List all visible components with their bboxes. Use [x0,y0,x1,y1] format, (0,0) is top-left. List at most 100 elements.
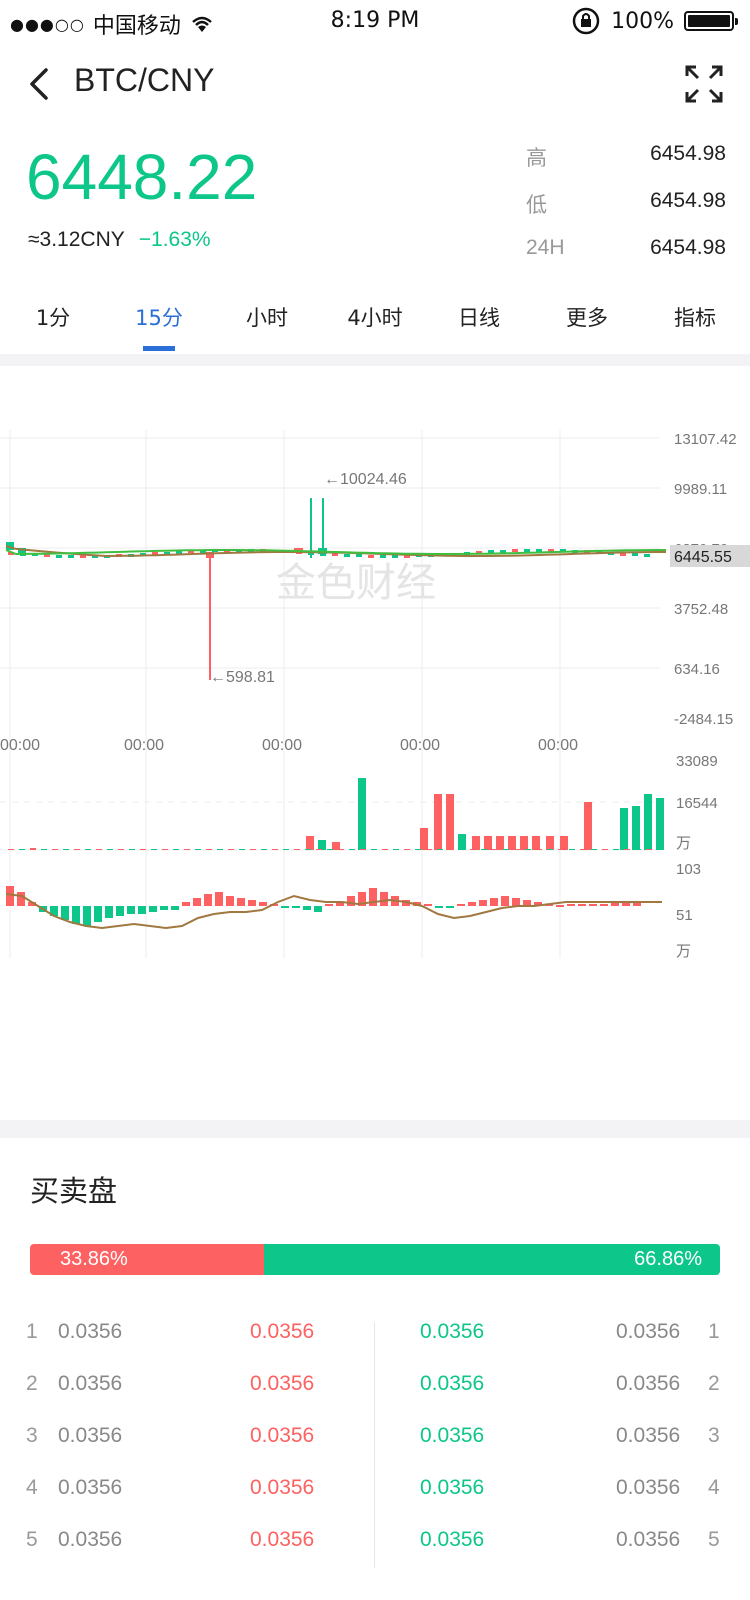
time-axis-label: 00:00 [400,737,440,754]
volume-bar [448,849,454,850]
volume-bar [569,849,575,850]
current-price-tag-bg [670,545,750,567]
volume-bar [560,836,568,850]
macd-bar [83,906,91,926]
macd-bar [204,894,212,906]
volume-bar [358,778,366,850]
stats-panel: 高 6454.98 低 6454.98 24H 6454.98 [526,142,726,283]
tab-1min[interactable]: 1分 [35,306,71,330]
volume-bar [206,849,212,850]
macd-bar [446,906,454,908]
macd-bar [226,896,234,906]
kline-chart[interactable]: 金色财经 13107.429989.116870.793752.48634.16… [0,366,750,1120]
volume-bar [228,849,234,850]
candle [6,542,14,550]
macd-bar [468,902,476,906]
tab-more[interactable]: 更多 [566,306,608,330]
volume-bar [151,849,157,850]
volume-bar [635,849,641,850]
order-book-title: 买卖盘 [30,1174,118,1208]
volume-bar [496,836,504,850]
volume-bar [459,849,465,850]
ask-quantity: 0.0356 [616,1372,681,1395]
battery-percent: 100% [611,8,674,34]
tab-4hour[interactable]: 4小时 [347,306,403,330]
macd-bar [523,900,531,906]
candle [404,555,410,558]
candle [512,549,518,552]
macd-bar [50,906,58,916]
bid-price: 0.0356 [250,1424,315,1447]
order-book-row: 5 0.0356 0.0356 0.0356 0.0356 5 [0,1524,750,1564]
macd-bar [6,886,14,906]
volume-bar [30,849,36,850]
sell-ratio: 66.86% [263,1244,720,1275]
macd-bar [61,906,69,920]
candle [332,553,338,556]
macd-bar [138,906,146,914]
macd-bar [292,906,300,908]
volume-bar [318,840,326,850]
tab-15min[interactable]: 15分 [135,306,183,330]
volume-bar [584,802,592,850]
tab-hour[interactable]: 小时 [246,306,288,330]
macd-bar [281,906,289,908]
macd-axis-label: 51 [676,907,693,924]
page-title: BTC/CNY [74,62,215,98]
macd-bar [534,902,542,906]
price-axis-label: -2484.15 [674,711,733,728]
volume-bar [520,836,528,850]
volume-bar [620,808,628,850]
volume-bar [327,849,333,850]
volume-bar [458,834,466,850]
macd-bar [501,896,509,906]
volume-bar [656,798,664,850]
back-arrow-icon[interactable] [22,64,62,104]
macd-bar [633,903,641,906]
stat-label: 高 [526,147,547,170]
volume-bar [472,836,480,850]
buy-ratio: 33.86% [30,1244,264,1275]
tab-daily[interactable]: 日线 [458,306,500,330]
bid-quantity: 0.0356 [58,1320,123,1343]
bid-quantity: 0.0356 [58,1476,123,1499]
volume-bar [437,849,443,850]
macd-bar [589,904,597,906]
macd-bar [237,898,245,906]
bid-quantity: 0.0356 [58,1372,123,1395]
row-index-left: 5 [26,1528,38,1551]
macd-bar [479,900,487,906]
ask-price: 0.0356 [420,1372,485,1395]
volume-axis-label: 万 [676,835,691,852]
volume-bar [316,849,322,850]
volume-bar [184,849,190,850]
volume-bar [514,849,520,850]
macd-bar [358,892,366,906]
volume-bar [63,849,69,850]
volume-bar [41,849,47,850]
row-index-left: 1 [26,1320,38,1343]
macd-bar [369,888,377,906]
order-book-row: 3 0.0356 0.0356 0.0356 0.0356 3 [0,1420,750,1460]
tab-indicators[interactable]: 指标 [674,306,716,330]
macd-bar [94,906,102,922]
bid-price: 0.0356 [250,1320,315,1343]
fullscreen-icon[interactable] [684,64,724,104]
macd-bar [160,906,168,910]
volume-bar [140,849,146,850]
volume-axis-label: 16544 [676,795,718,812]
candle [80,555,86,558]
volume-bar [250,849,256,850]
max-price-marker: ←10024.46 [324,471,407,488]
candle [392,555,398,558]
macd-bar [435,906,443,908]
active-tab-indicator [143,346,175,351]
buy-sell-ratio-bar: 33.86% 66.86% [30,1244,720,1275]
candle [536,549,542,552]
volume-bar [162,849,168,850]
candle [152,552,158,555]
volume-bar [508,836,516,850]
time-axis-label: 00:00 [0,737,40,754]
macd-bar [380,892,388,906]
candle [644,554,650,557]
